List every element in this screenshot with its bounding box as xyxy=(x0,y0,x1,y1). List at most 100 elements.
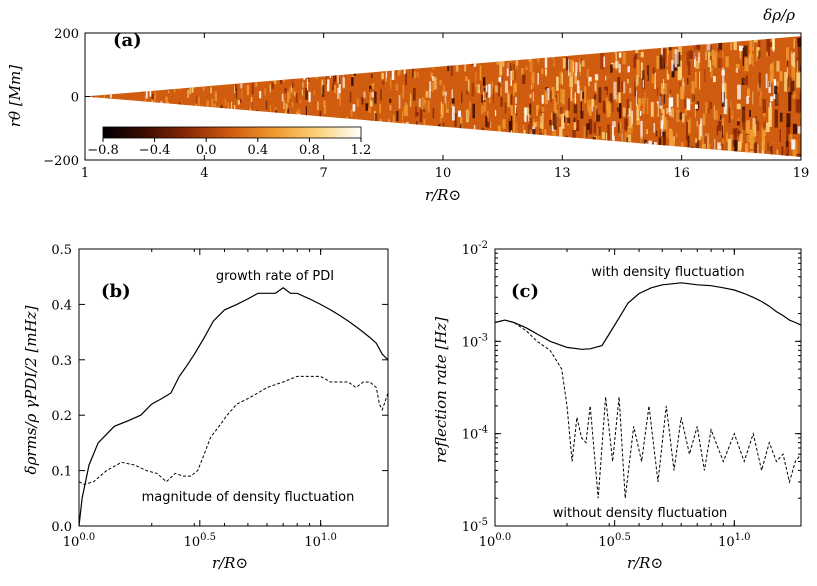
field-streak xyxy=(442,84,446,93)
field-streak xyxy=(493,53,496,59)
field-streak xyxy=(529,59,533,72)
field-streak xyxy=(570,149,574,157)
field-streak xyxy=(721,70,725,76)
field-streak xyxy=(694,87,698,107)
field-streak xyxy=(577,72,581,79)
field-streak xyxy=(294,91,296,97)
field-streak xyxy=(677,36,680,43)
field-streak xyxy=(605,56,609,74)
field-streak xyxy=(184,145,187,154)
field-streak xyxy=(447,61,450,72)
field-streak xyxy=(503,137,506,154)
field-streak xyxy=(616,107,620,112)
field-streak xyxy=(553,97,557,111)
field-streak xyxy=(494,85,499,93)
field-streak xyxy=(179,160,181,165)
field-streak xyxy=(626,98,629,116)
field-streak xyxy=(597,37,600,42)
field-streak xyxy=(273,72,275,82)
field-streak xyxy=(492,114,495,125)
field-streak xyxy=(491,47,494,56)
field-streak xyxy=(112,68,114,75)
field-streak xyxy=(600,158,602,165)
field-streak xyxy=(438,124,441,130)
field-streak xyxy=(289,67,292,76)
field-streak xyxy=(280,115,283,128)
field-streak xyxy=(395,60,398,65)
field-streak xyxy=(678,112,683,120)
field-streak xyxy=(264,61,267,71)
field-streak xyxy=(157,50,159,60)
field-streak xyxy=(233,105,236,115)
field-streak xyxy=(469,101,471,110)
field-streak xyxy=(510,94,513,105)
field-streak xyxy=(390,43,393,57)
field-streak xyxy=(287,75,290,86)
field-streak xyxy=(532,92,534,102)
field-streak xyxy=(311,37,313,45)
field-streak xyxy=(541,107,545,112)
field-streak xyxy=(432,76,435,81)
field-streak xyxy=(148,57,150,64)
field-streak xyxy=(175,115,177,122)
field-streak xyxy=(760,91,762,98)
field-streak xyxy=(776,65,779,78)
field-streak xyxy=(591,107,594,112)
y-tick-label: 10-3 xyxy=(462,332,488,350)
field-streak xyxy=(683,36,687,40)
field-streak xyxy=(662,131,666,149)
field-streak xyxy=(537,88,540,99)
field-streak xyxy=(218,119,221,128)
field-streak xyxy=(105,49,107,57)
field-streak xyxy=(531,72,535,84)
field-streak xyxy=(223,78,225,86)
field-streak xyxy=(749,64,753,79)
field-streak xyxy=(627,79,629,84)
field-streak xyxy=(677,51,681,67)
field-streak xyxy=(552,53,556,67)
field-streak xyxy=(246,85,250,96)
field-streak xyxy=(337,75,339,84)
field-streak xyxy=(445,95,449,104)
field-streak xyxy=(501,73,503,90)
field-streak xyxy=(799,92,801,107)
field-streak xyxy=(766,52,768,57)
field-streak xyxy=(477,101,481,115)
field-streak xyxy=(689,50,693,59)
field-streak xyxy=(540,108,542,116)
field-streak xyxy=(613,141,616,150)
field-streak xyxy=(453,111,454,120)
field-streak xyxy=(453,54,456,62)
field-streak xyxy=(413,62,417,68)
field-streak xyxy=(197,114,199,121)
field-streak xyxy=(497,125,501,132)
field-streak xyxy=(580,37,582,48)
field-streak xyxy=(710,67,713,78)
field-streak xyxy=(476,36,479,51)
field-streak xyxy=(324,56,328,64)
field-streak xyxy=(661,123,664,137)
field-streak xyxy=(628,111,633,128)
field-streak xyxy=(561,113,565,129)
field-streak xyxy=(714,138,716,156)
field-streak xyxy=(534,153,537,157)
field-streak xyxy=(489,98,492,103)
field-streak xyxy=(122,153,124,157)
field-streak xyxy=(338,76,340,87)
field-streak xyxy=(413,137,416,152)
field-streak xyxy=(120,142,122,148)
field-streak xyxy=(293,36,296,40)
field-streak xyxy=(762,134,766,150)
field-streak xyxy=(210,47,213,56)
field-streak xyxy=(297,113,301,124)
field-streak xyxy=(303,72,306,80)
field-streak xyxy=(89,38,92,47)
field-streak xyxy=(475,138,477,152)
field-streak xyxy=(709,59,712,72)
field-streak xyxy=(144,104,147,114)
field-streak xyxy=(341,118,344,124)
field-streak xyxy=(633,38,636,56)
field-streak xyxy=(184,142,187,153)
field-streak xyxy=(644,139,647,148)
field-streak xyxy=(530,37,532,43)
